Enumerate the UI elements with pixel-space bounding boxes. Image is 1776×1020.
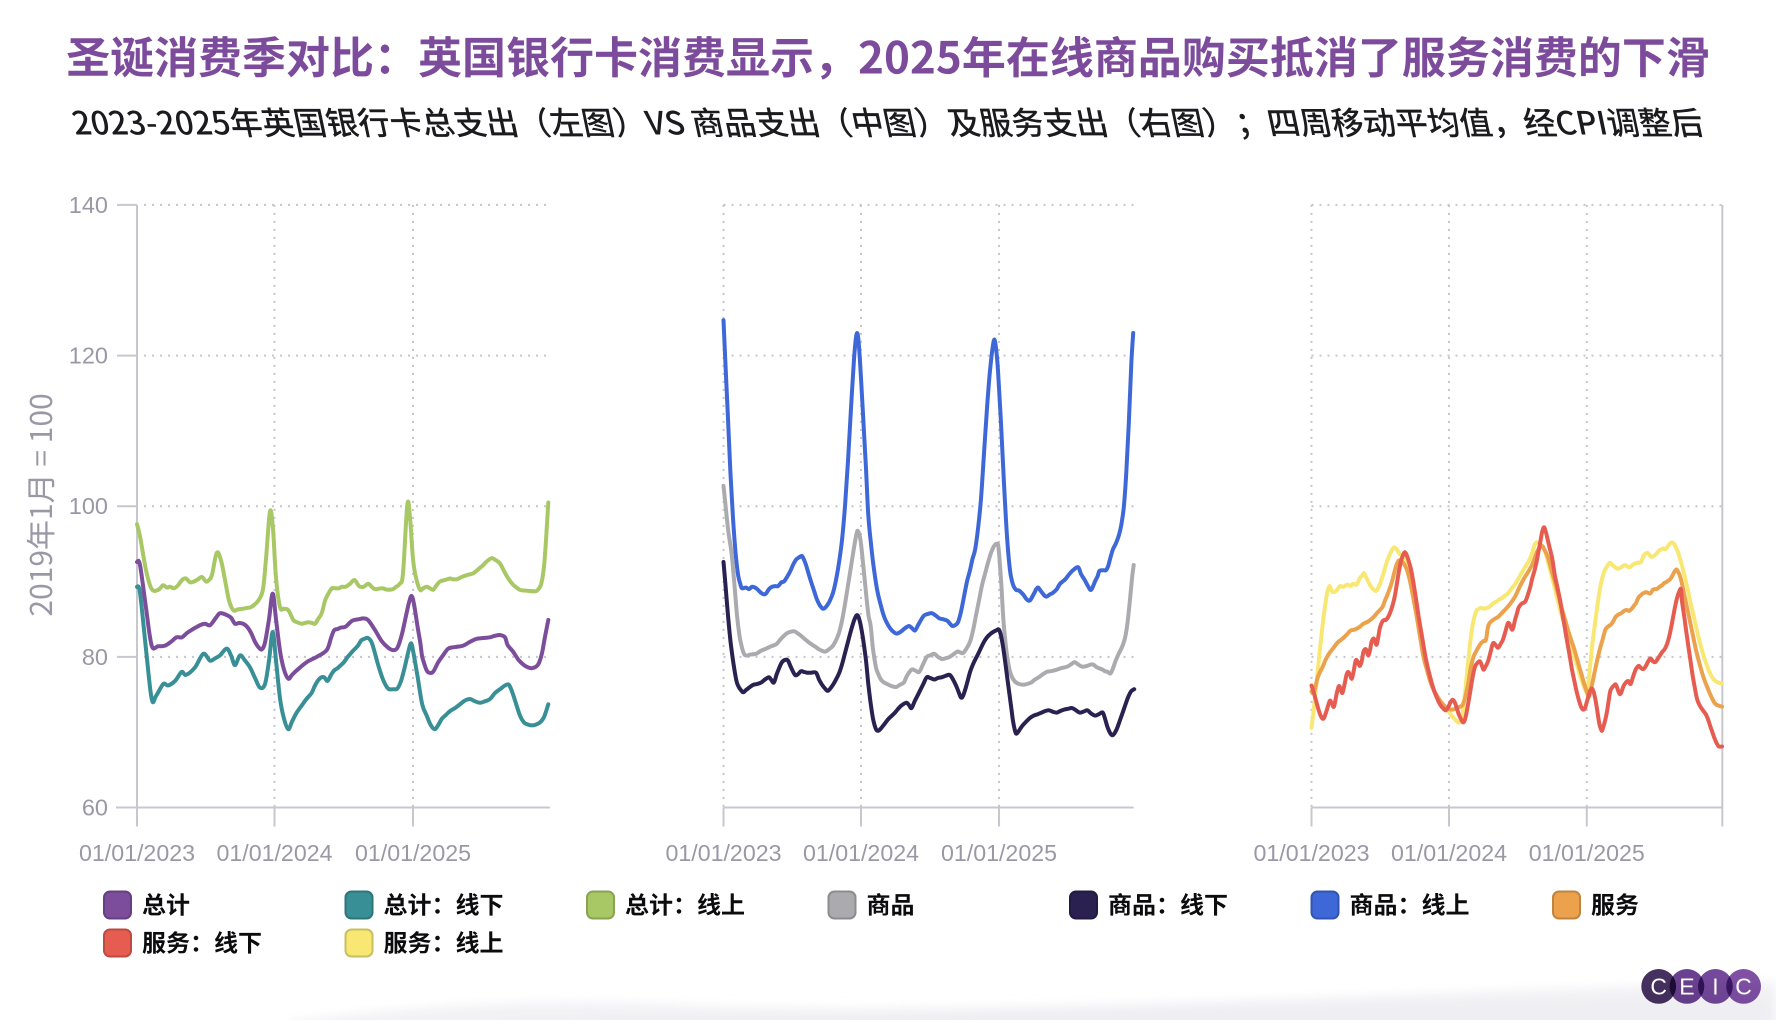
svg-text:I: I (1712, 974, 1718, 1000)
svg-text:01/01/2023: 01/01/2023 (665, 840, 781, 866)
svg-text:60: 60 (82, 795, 108, 821)
svg-text:E: E (1679, 974, 1694, 1000)
svg-text:01/01/2024: 01/01/2024 (1391, 840, 1507, 866)
svg-text:01/01/2023: 01/01/2023 (1253, 840, 1369, 866)
svg-text:01/01/2025: 01/01/2025 (941, 840, 1057, 866)
svg-text:80: 80 (82, 644, 108, 670)
svg-text:C: C (1735, 974, 1752, 1000)
svg-text:01/01/2023: 01/01/2023 (79, 840, 195, 866)
svg-text:01/01/2024: 01/01/2024 (803, 840, 919, 866)
svg-text:01/01/2025: 01/01/2025 (1529, 840, 1645, 866)
svg-text:C: C (1650, 974, 1667, 1000)
svg-text:01/01/2024: 01/01/2024 (216, 840, 332, 866)
svg-text:01/01/2025: 01/01/2025 (355, 840, 471, 866)
svg-text:140: 140 (69, 192, 108, 218)
svg-text:100: 100 (69, 493, 108, 519)
svg-text:120: 120 (69, 343, 108, 369)
